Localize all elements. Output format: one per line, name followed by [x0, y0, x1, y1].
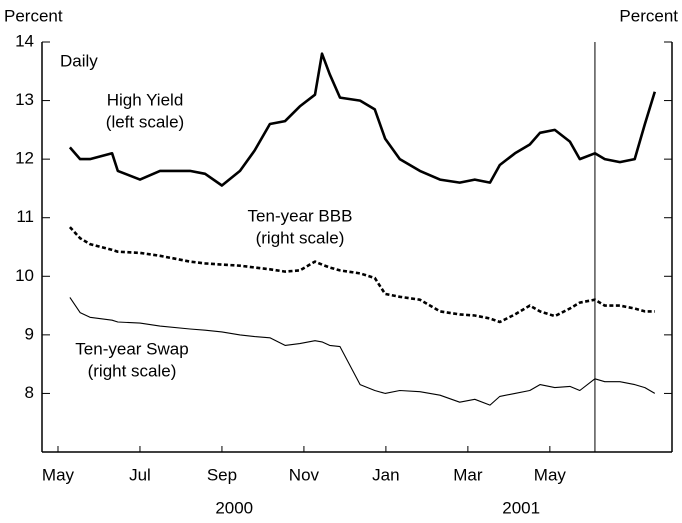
- y-tick-label: 11: [16, 207, 34, 226]
- y-tick-label: 12: [15, 149, 34, 168]
- y-tick-label: 10: [15, 266, 34, 285]
- x-tick-label: Jan: [372, 465, 399, 484]
- frequency-note: Daily: [60, 51, 98, 70]
- left-axis-label: Percent: [4, 6, 63, 25]
- x-tick-label: Jul: [129, 465, 151, 484]
- x-tick-label: Mar: [453, 465, 483, 484]
- x-tick-label: Nov: [289, 465, 320, 484]
- y-tick-label: 9: [25, 324, 34, 343]
- series-scale-note: (left scale): [106, 112, 184, 131]
- x-tick-label: May: [42, 465, 75, 484]
- y-tick-label: 8: [25, 383, 34, 402]
- series-label: High Yield: [107, 90, 184, 109]
- y-tick-label: 13: [15, 90, 34, 109]
- x-tick-label: May: [534, 465, 567, 484]
- year-label: 2000: [215, 498, 253, 517]
- series-line: [69, 297, 656, 406]
- y-tick-label: 14: [15, 31, 34, 50]
- series-scale-note: (right scale): [256, 228, 345, 247]
- right-axis-label: Percent: [619, 6, 678, 25]
- series-line: [68, 52, 657, 187]
- series-label: Ten-year BBB: [248, 206, 353, 225]
- series-line: [68, 226, 655, 324]
- x-tick-label: Sep: [207, 465, 237, 484]
- series-scale-note: (right scale): [88, 361, 177, 380]
- year-label: 2001: [502, 498, 540, 517]
- series-label: Ten-year Swap: [75, 339, 188, 358]
